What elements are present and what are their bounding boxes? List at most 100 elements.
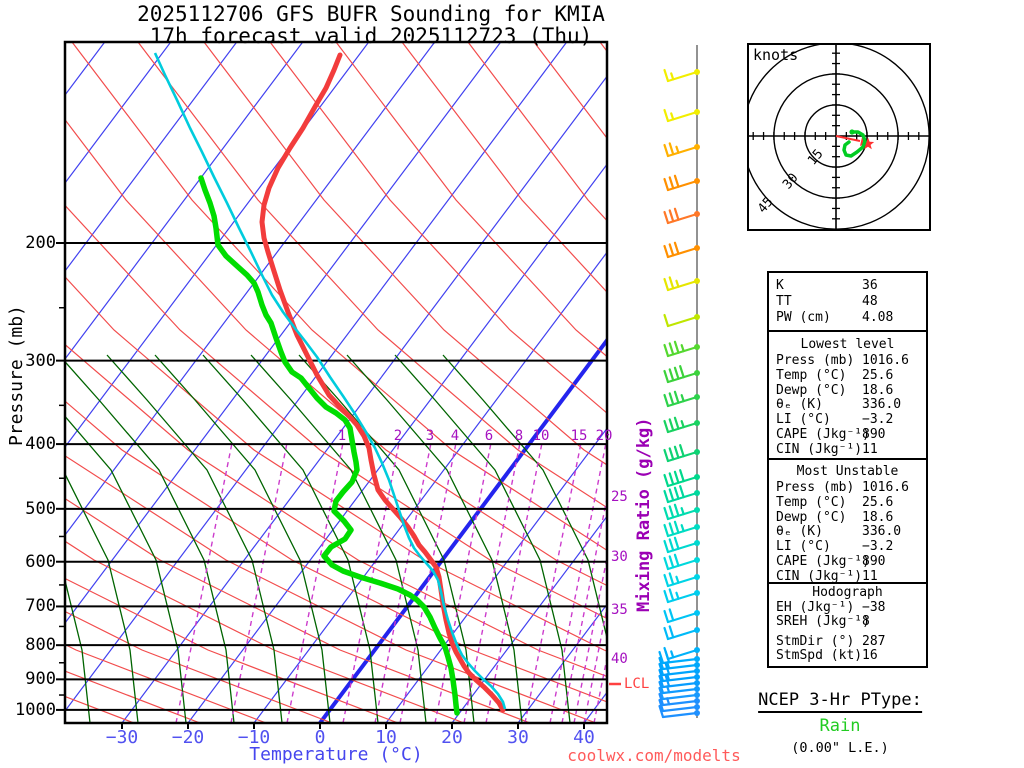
table-row-value: 287 bbox=[862, 634, 886, 649]
mixing-ratio-label: 1 bbox=[337, 428, 347, 444]
table-row-label: Temp (°C) bbox=[776, 367, 847, 383]
storm-position-star bbox=[861, 137, 875, 150]
mixing-ratio-line bbox=[230, 444, 288, 723]
pressure-axis-label: Pressure (mb) bbox=[6, 305, 27, 446]
pressure-tick-label: 400 bbox=[25, 434, 56, 455]
table-row-label: CAPE (Jkg⁻¹) bbox=[776, 427, 870, 442]
wind-barb bbox=[663, 536, 700, 554]
dry-adiabat bbox=[65, 343, 607, 678]
moist-adiabat bbox=[154, 354, 331, 723]
table-row-label: Press (mb) bbox=[776, 480, 855, 495]
table-row-value: 1016.6 bbox=[862, 353, 909, 368]
table-row: CAPE (Jkg⁻¹) 890 bbox=[776, 427, 922, 442]
table-row-value: 8 bbox=[862, 614, 870, 629]
temperature-curve bbox=[259, 52, 506, 713]
dry-adiabat bbox=[65, 497, 531, 723]
isotherm bbox=[65, 42, 568, 712]
table-row-value: 18.6 bbox=[862, 382, 894, 398]
mixing-ratio-line bbox=[561, 494, 607, 723]
wind-barb bbox=[663, 390, 700, 408]
moist-adiabat bbox=[65, 415, 187, 723]
isotherm-0c bbox=[318, 337, 607, 723]
dry-adiabat bbox=[65, 643, 267, 723]
mixing-ratio-line bbox=[583, 604, 607, 723]
mixing-ratio-right-label: 40 bbox=[611, 651, 628, 667]
table-header: Lowest level bbox=[800, 337, 895, 352]
wind-barb bbox=[663, 313, 700, 328]
isotherm bbox=[65, 42, 304, 361]
hodograph-border bbox=[747, 43, 931, 231]
table-row-value: 336.0 bbox=[862, 524, 902, 540]
wind-barb bbox=[663, 241, 700, 259]
wind-barb bbox=[663, 174, 700, 192]
wind-barb bbox=[663, 276, 700, 292]
isotherm bbox=[253, 251, 607, 723]
table-row-value: 11 bbox=[862, 568, 878, 584]
temperature-axis-label: Temperature (°C) bbox=[249, 744, 423, 765]
table-row-value: 1016.6 bbox=[862, 480, 909, 495]
mixing-ratio-line bbox=[485, 444, 543, 723]
table-row-label: Dewp (°C) bbox=[776, 382, 847, 398]
dry-adiabat bbox=[467, 42, 607, 222]
moist-adiabat bbox=[106, 354, 283, 723]
mixing-ratio-axis-label: Mixing Ratio (g/kg) bbox=[634, 417, 654, 612]
parcel-curve bbox=[153, 52, 507, 710]
wind-barb bbox=[658, 686, 700, 701]
temperature-tick-label: 30 bbox=[507, 727, 529, 748]
pressure-tick-label: 800 bbox=[25, 635, 56, 656]
moist-adiabat bbox=[65, 577, 91, 723]
hodograph-units-label: knots bbox=[753, 46, 799, 64]
pressure-tick-label: 600 bbox=[25, 551, 56, 572]
isotherm bbox=[121, 75, 607, 723]
wind-barb bbox=[658, 680, 700, 695]
table-row: Temp (°C) 25.6 bbox=[776, 367, 922, 383]
moist-adiabat bbox=[65, 360, 235, 723]
wind-barb bbox=[663, 444, 700, 463]
table-row: Press (mb) 1016.6 bbox=[776, 353, 922, 368]
temperature-tick-label: 10 bbox=[375, 727, 397, 748]
table-row-label: θₑ (K) bbox=[776, 524, 823, 540]
dry-adiabat bbox=[65, 455, 597, 723]
wind-barb bbox=[663, 608, 700, 624]
table-row-label: Press (mb) bbox=[776, 353, 855, 368]
table-row-value: 36 bbox=[862, 278, 878, 293]
dry-adiabat bbox=[65, 610, 333, 723]
plot-border bbox=[63, 40, 609, 725]
dry-adiabat bbox=[71, 42, 607, 552]
moist-adiabat bbox=[442, 354, 607, 641]
ptype-title: NCEP 3-Hr PType: bbox=[758, 690, 922, 713]
storm-motion-vector bbox=[835, 135, 861, 142]
wind-barb bbox=[663, 503, 700, 521]
chart-title-line1: 2025112706 GFS BUFR Sounding for KMIA bbox=[137, 2, 605, 26]
wind-barb bbox=[663, 68, 700, 83]
table-row: CAPE (Jkg⁻¹) 890 bbox=[776, 554, 922, 569]
dry-adiabat bbox=[65, 670, 201, 723]
isotherm bbox=[65, 42, 370, 448]
isotherm bbox=[517, 603, 607, 723]
hodograph-table: Hodograph EH (Jkg⁻¹) −38 SREH (Jkg⁻¹) 8 StmDi… bbox=[767, 582, 928, 668]
temperature-tick-label: −10 bbox=[237, 727, 271, 748]
chart-title-line2: 17h forecast valid 2025112723 (Thu) bbox=[149, 24, 593, 48]
table-row-value: 11 bbox=[862, 441, 878, 457]
temperature-tick-label: 0 bbox=[314, 727, 326, 748]
moist-adiabat bbox=[346, 354, 523, 723]
table-row: TT 48 bbox=[776, 294, 922, 309]
table-row-value: −3.2 bbox=[862, 539, 894, 555]
isotherm bbox=[65, 42, 172, 184]
table-header: Hodograph bbox=[812, 585, 883, 600]
table-row-value: 16 bbox=[862, 648, 878, 663]
pressure-tick-label: 300 bbox=[25, 350, 56, 371]
wind-barb bbox=[663, 469, 700, 488]
dry-adiabat bbox=[65, 204, 607, 620]
dewpoint-curve bbox=[198, 175, 460, 716]
wind-barb bbox=[658, 704, 700, 719]
table-row-label: LI (°C) bbox=[776, 412, 831, 428]
mixing-ratio-line bbox=[434, 444, 492, 723]
table-row-label: StmSpd (kt) bbox=[776, 648, 863, 663]
hodograph-trace bbox=[842, 130, 867, 158]
mixing-ratio-line bbox=[593, 654, 607, 723]
wind-barb bbox=[658, 674, 700, 689]
table-row: SREH (Jkg⁻¹) 8 bbox=[776, 614, 922, 629]
temperature-tick-label: 20 bbox=[441, 727, 463, 748]
dry-adiabat bbox=[65, 400, 607, 703]
